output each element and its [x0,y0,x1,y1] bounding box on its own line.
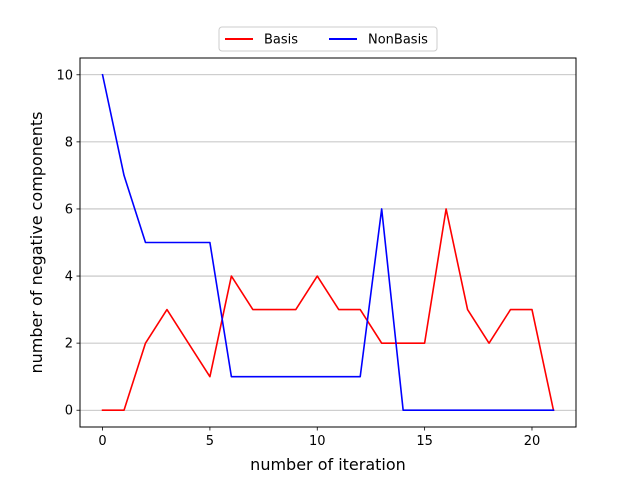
series-line-basis [101,208,555,412]
x-tick-label: 10 [309,434,326,449]
x-axis-label: number of iteration [250,455,406,474]
y-tick-label: 0 [65,404,73,419]
y-axis-label: number of negative components [27,112,46,374]
series-line-nonbasis [101,73,555,412]
y-tick-label: 2 [65,337,73,352]
x-tick-label: 15 [416,434,433,449]
y-tick-label: 10 [56,68,73,83]
series-lines [101,73,555,412]
legend-label-nonbasis: NonBasis [368,33,428,48]
plot-frame [79,57,577,428]
legend: Basis NonBasis [218,26,438,52]
y-tick-label: 6 [65,202,73,217]
legend-label-basis: Basis [264,33,298,48]
axis-ticks: 0 2 4 6 8 10 0 5 10 15 20 [56,68,540,449]
y-tick-label: 8 [65,135,73,150]
y-tick-label: 4 [65,270,73,285]
x-tick-label: 20 [524,434,541,449]
legend-box [218,26,438,52]
x-tick-label: 5 [206,434,214,449]
x-tick-label: 0 [98,434,106,449]
